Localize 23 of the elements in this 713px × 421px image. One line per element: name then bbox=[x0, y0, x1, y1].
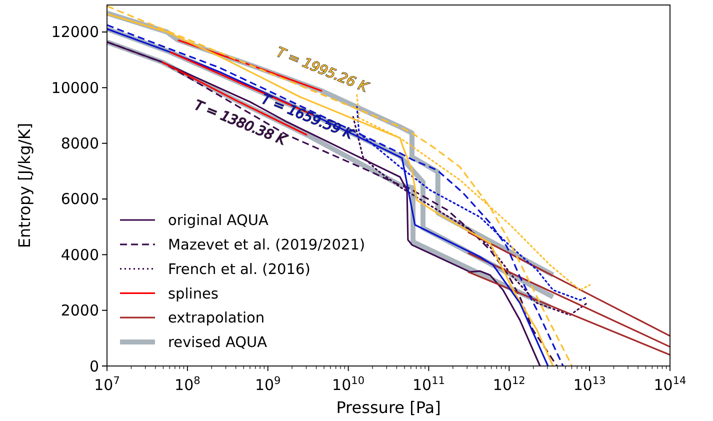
y-tick-label: 6000 bbox=[60, 190, 99, 208]
x-tick-label: 10$^{7}$ bbox=[94, 375, 120, 394]
x-tick-label: 10$^{14}$ bbox=[654, 375, 687, 394]
legend-label: original AQUA bbox=[168, 213, 268, 230]
x-tick-label: 10$^{9}$ bbox=[254, 375, 281, 394]
y-tick-label: 2000 bbox=[60, 302, 99, 320]
y-tick-label: 10000 bbox=[51, 78, 99, 97]
y-tick-label: 4000 bbox=[60, 246, 99, 264]
x-tick-label: 10$^{8}$ bbox=[174, 375, 200, 394]
legend-label: Mazevet et al. (2019/2021) bbox=[168, 237, 366, 254]
legend-label: extrapolation bbox=[168, 310, 265, 327]
x-tick-label: 10$^{12}$ bbox=[492, 375, 526, 394]
legend-label: revised AQUA bbox=[168, 335, 268, 352]
x-axis-title: Pressure [Pa] bbox=[336, 398, 441, 417]
y-tick-label: 12000 bbox=[51, 23, 99, 42]
legend-label: splines bbox=[168, 286, 218, 302]
y-tick-label: 8000 bbox=[60, 134, 99, 153]
y-axis-title: Entropy [J/kg/K] bbox=[15, 122, 34, 248]
y-tick-label: 0 bbox=[89, 357, 99, 376]
x-tick-label: 10$^{10}$ bbox=[332, 375, 365, 394]
x-tick-label: 10$^{13}$ bbox=[573, 375, 606, 394]
legend-label: French et al. (2016) bbox=[168, 262, 310, 278]
x-tick-label: 10$^{11}$ bbox=[412, 375, 445, 394]
